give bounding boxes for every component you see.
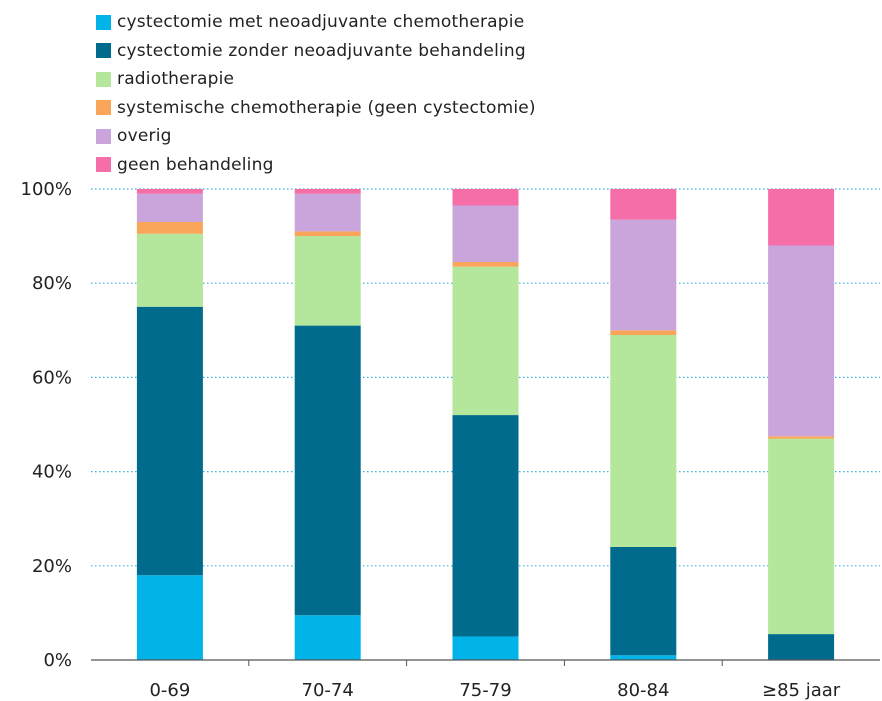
legend-item: cystectomie met neoadjuvante chemotherap… [96,8,536,37]
legend-label: radiotherapie [117,69,235,90]
bar-segment [294,325,361,616]
legend-swatch [96,43,111,59]
bar-segment [136,306,203,576]
bar-segment [136,575,203,660]
legend-item: cystectomie zonder neoadjuvante behandel… [96,37,536,66]
legend-swatch [96,100,111,116]
legend-item: geen behandeling [96,151,536,180]
bar-segment [610,330,677,336]
bar-segment [768,438,835,635]
bar-segment [136,193,203,222]
x-tick-label: 0-69 [149,680,190,701]
bar-segment [452,262,519,267]
legend-label: geen behandeling [117,154,274,175]
x-tick-label: 80-84 [617,680,669,701]
y-tick-label: 20% [32,556,72,577]
x-tick-label: ≥85 jaar [762,680,841,701]
bar-segment [452,205,519,263]
bar-segment [768,634,835,660]
bar-segment [136,233,203,307]
legend-item: systemische chemotherapie (geen cystecto… [96,94,536,123]
bar-segment [768,189,835,246]
bar-segment [452,415,519,637]
bar-segment [294,189,361,194]
legend-item: overig [96,122,536,151]
x-tick-label: 75-79 [459,680,511,701]
bar-segment [452,266,519,416]
bar-segment [294,615,361,660]
bar-segment [768,245,835,437]
bar-segment [610,219,677,331]
y-tick-label: 100% [21,179,72,200]
bar-segment [136,189,203,194]
legend-swatch [96,157,111,173]
y-tick-label: 60% [32,367,72,388]
y-tick-label: 80% [32,273,72,294]
x-tick-label: 70-74 [302,680,354,701]
legend-label: overig [117,126,172,147]
y-tick-label: 0% [43,650,72,671]
legend-label: cystectomie zonder neoadjuvante behandel… [117,40,526,61]
bar-segment [452,636,519,660]
bar-segment [294,231,361,237]
bar-segment [610,655,677,660]
legend-label: systemische chemotherapie (geen cystecto… [117,97,536,118]
bar-segment [610,335,677,547]
legend-label: cystectomie met neoadjuvante chemotherap… [117,12,525,33]
legend: cystectomie met neoadjuvante chemotherap… [96,8,536,179]
legend-item: radiotherapie [96,65,536,94]
bar-segment [452,189,519,206]
legend-swatch [96,71,111,87]
bar-segment [768,436,835,439]
bar-segment [294,193,361,232]
legend-swatch [96,14,111,30]
bar-segment [610,189,677,220]
bar-segment [294,236,361,326]
bar-segment [136,221,203,234]
bar-segment [610,546,677,656]
y-tick-label: 40% [32,462,72,483]
legend-swatch [96,128,111,144]
